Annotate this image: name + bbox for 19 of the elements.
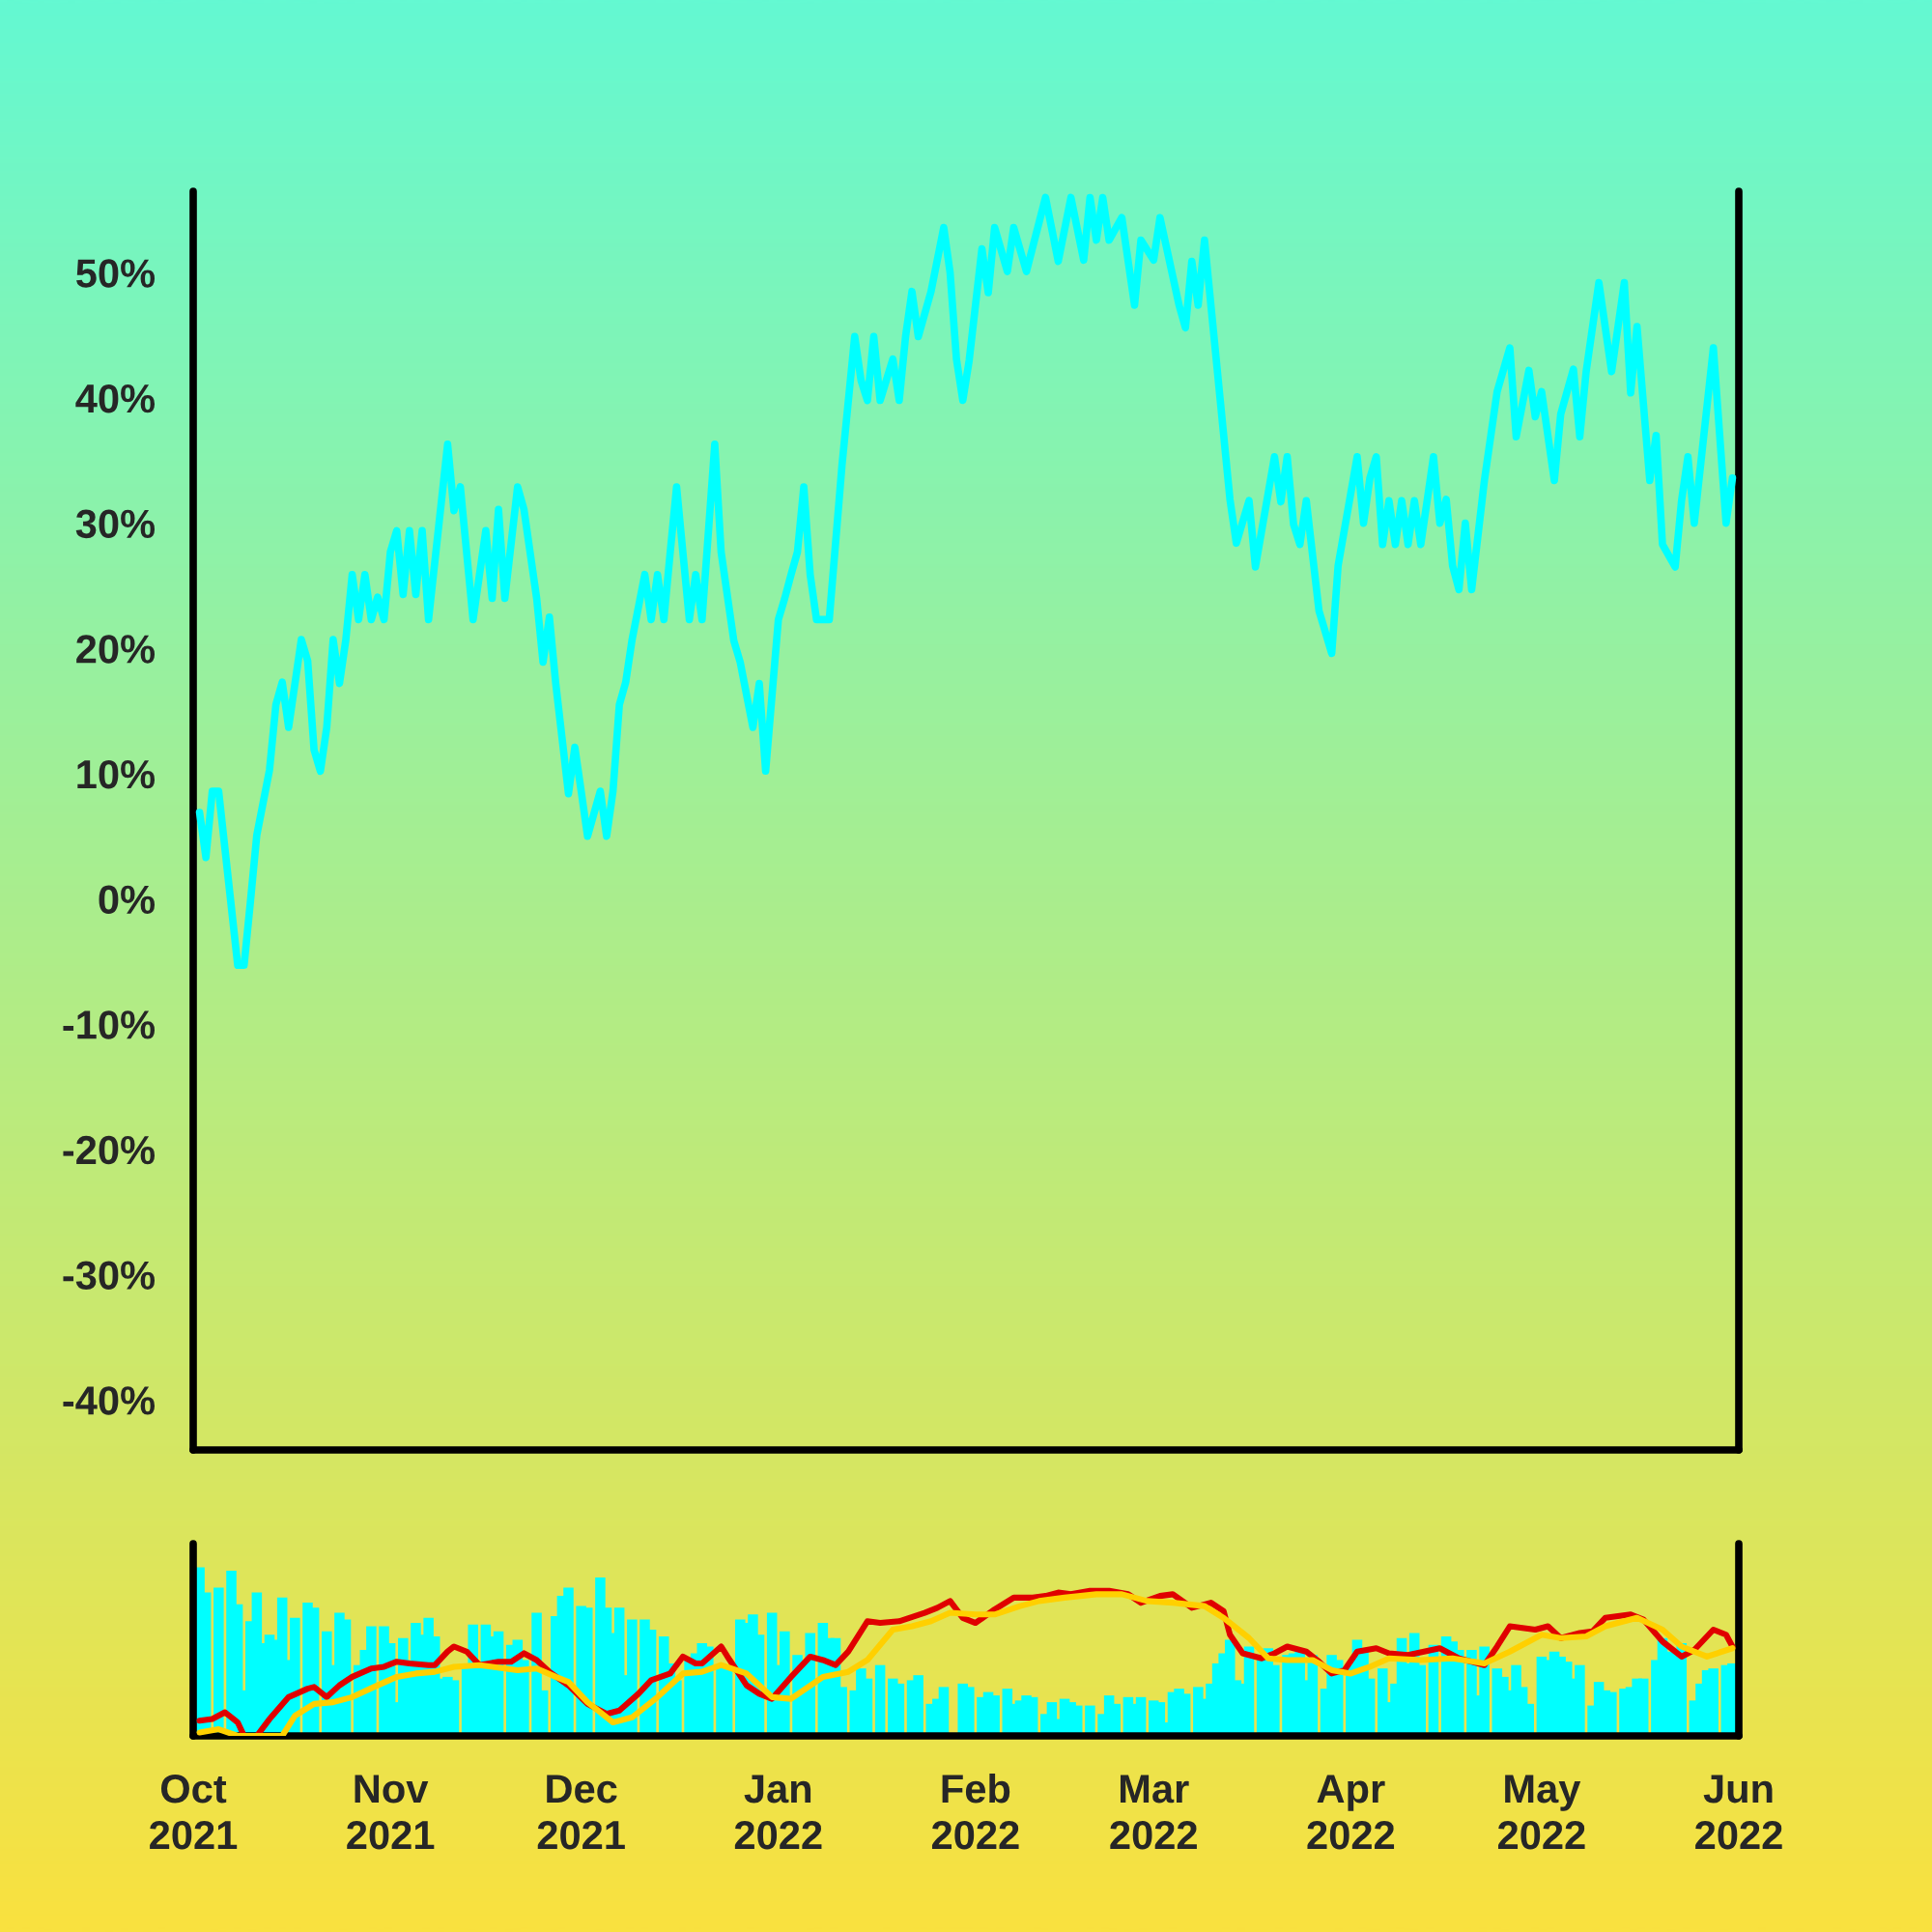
y-tick-label: -20% — [63, 1135, 156, 1165]
y-tick-label: 10% — [77, 759, 156, 789]
y-tick-label: 30% — [75, 509, 156, 539]
y-tick-label: 20% — [76, 635, 156, 664]
y-tick-label: -40% — [63, 1386, 156, 1415]
x-tick-label: Feb 2022 — [931, 1773, 1019, 1850]
y-tick-label: -30% — [63, 1261, 156, 1291]
x-tick-label: Mar 2022 — [1110, 1775, 1197, 1850]
y-tick-label: -10% — [63, 1010, 156, 1039]
x-tick-label: Dec 2021 — [537, 1775, 625, 1850]
x-tick-label: May 2022 — [1497, 1775, 1585, 1850]
y-tick-label: 40% — [75, 384, 156, 413]
x-tick-label: Oct 2021 — [150, 1774, 238, 1850]
y-tick-label: 50% — [76, 259, 156, 288]
x-tick-label: Nov 2021 — [347, 1775, 435, 1850]
x-tick-label: Jan 2022 — [734, 1775, 822, 1850]
y-tick-label: 0% — [99, 885, 156, 915]
x-tick-label: Jun 2022 — [1695, 1775, 1782, 1850]
x-tick-label: Apr 2022 — [1307, 1775, 1395, 1850]
